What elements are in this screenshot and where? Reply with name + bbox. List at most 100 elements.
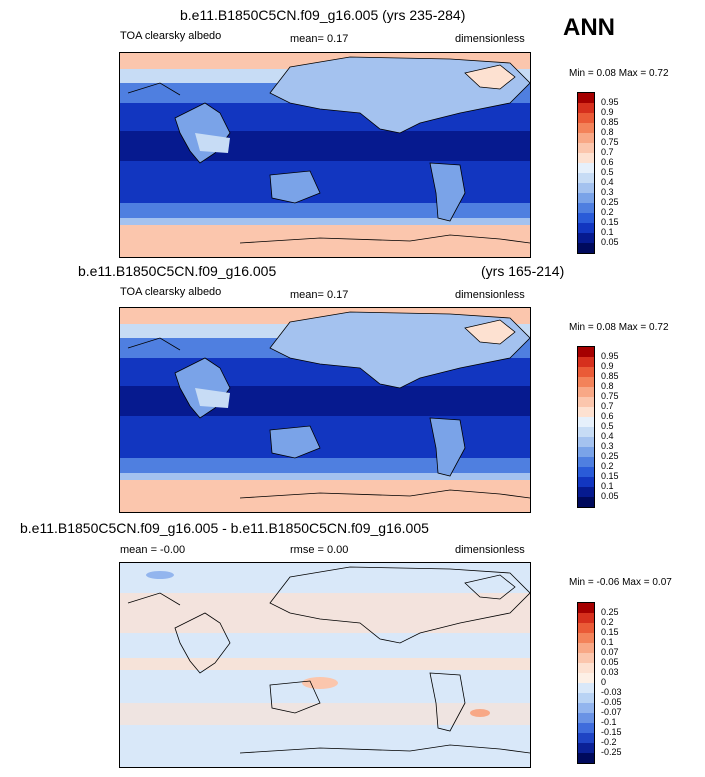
panel3-colorbar-label: 0 bbox=[601, 677, 607, 687]
panel1-colorbar-label: 0.05 bbox=[601, 237, 619, 247]
panel3-colorbar-label: -0.25 bbox=[601, 747, 622, 757]
panel3-colorbar-swatch-5 bbox=[578, 643, 594, 653]
panel2-title: b.e11.B1850C5CN.f09_g16.005 bbox=[78, 263, 277, 279]
panel2-colorbar-label: 0.75 bbox=[601, 391, 619, 401]
panel2-colorbar-label: 0.5 bbox=[601, 421, 614, 431]
panel1-colorbar-swatch-3 bbox=[578, 113, 594, 123]
panel2-colorbar-label: 0.25 bbox=[601, 451, 619, 461]
panel2-colorbar-swatch-10 bbox=[578, 437, 594, 447]
panel1-colorbar-label: 0.25 bbox=[601, 197, 619, 207]
panel3-colorbar-label: -0.05 bbox=[601, 697, 622, 707]
panel1-colorbar-swatch-5 bbox=[578, 133, 594, 143]
panel3-colorbar-swatch-11 bbox=[578, 703, 594, 713]
panel1-variable: TOA clearsky albedo bbox=[120, 30, 222, 42]
panel3-colorbar-swatch-6 bbox=[578, 653, 594, 663]
panel1-colorbar-swatch-16 bbox=[578, 243, 594, 253]
panel1-units: dimensionless bbox=[455, 33, 525, 45]
panel2-colorbar bbox=[577, 346, 595, 508]
panel2-colorbar-swatch-11 bbox=[578, 447, 594, 457]
panel3-colorbar-swatch-8 bbox=[578, 673, 594, 683]
panel1-colorbar-swatch-2 bbox=[578, 103, 594, 113]
panel1-colorbar-label: 0.85 bbox=[601, 117, 619, 127]
panel1-title: b.e11.B1850C5CN.f09_g16.005 (yrs 235-284… bbox=[180, 7, 466, 23]
panel2-colorbar-swatch-2 bbox=[578, 357, 594, 367]
panel1-colorbar-swatch-15 bbox=[578, 233, 594, 243]
panel2-colorbar-swatch-5 bbox=[578, 387, 594, 397]
panel2-map bbox=[119, 307, 531, 513]
panel3-map-svg bbox=[120, 563, 530, 767]
panel1-mean: mean= 0.17 bbox=[290, 33, 349, 45]
panel2-colorbar-label: 0.4 bbox=[601, 431, 614, 441]
panel2-colorbar-swatch-9 bbox=[578, 427, 594, 437]
panel3-colorbar-label: 0.07 bbox=[601, 647, 619, 657]
panel2-colorbar-label: 0.8 bbox=[601, 381, 614, 391]
panel3-map bbox=[119, 562, 531, 768]
panel2-units: dimensionless bbox=[455, 289, 525, 301]
panel1-colorbar-label: 0.9 bbox=[601, 107, 614, 117]
panel2-colorbar-label: 0.2 bbox=[601, 461, 614, 471]
panel2-colorbar-swatch-16 bbox=[578, 497, 594, 507]
panel1-map-svg bbox=[120, 53, 530, 257]
panel2-mean: mean= 0.17 bbox=[290, 289, 349, 301]
panel3-colorbar-label: -0.07 bbox=[601, 707, 622, 717]
panel2-colorbar-swatch-6 bbox=[578, 397, 594, 407]
panel2-colorbar-label: 0.9 bbox=[601, 361, 614, 371]
panel1-colorbar-swatch-11 bbox=[578, 193, 594, 203]
panel2-colorbar-label: 0.05 bbox=[601, 491, 619, 501]
panel3-colorbar-label: 0.2 bbox=[601, 617, 614, 627]
panel1-colorbar-swatch-10 bbox=[578, 183, 594, 193]
panel3-colorbar-label: 0.05 bbox=[601, 657, 619, 667]
panel1-colorbar-swatch-6 bbox=[578, 143, 594, 153]
panel3-colorbar bbox=[577, 602, 595, 764]
panel3-units: dimensionless bbox=[455, 544, 525, 556]
panel3-colorbar-label: -0.2 bbox=[601, 737, 617, 747]
panel2-colorbar-swatch-14 bbox=[578, 477, 594, 487]
panel3-colorbar-label: -0.15 bbox=[601, 727, 622, 737]
panel1-map bbox=[119, 52, 531, 258]
panel2-colorbar-label: 0.1 bbox=[601, 481, 614, 491]
panel2-colorbar-label: 0.15 bbox=[601, 471, 619, 481]
panel3-rmse: rmse = 0.00 bbox=[290, 544, 349, 556]
panel1-colorbar-label: 0.95 bbox=[601, 97, 619, 107]
panel1-colorbar-label: 0.2 bbox=[601, 207, 614, 217]
panel1-minmax: Min = 0.08 Max = 0.72 bbox=[569, 68, 669, 79]
panel3-colorbar-label: -0.1 bbox=[601, 717, 617, 727]
season-label: ANN bbox=[563, 14, 615, 41]
panel2-colorbar-label: 0.6 bbox=[601, 411, 614, 421]
panel3-colorbar-label: 0.15 bbox=[601, 627, 619, 637]
panel2-colorbar-label: 0.7 bbox=[601, 401, 614, 411]
panel2-colorbar-label: 0.85 bbox=[601, 371, 619, 381]
panel2-variable: TOA clearsky albedo bbox=[120, 286, 222, 298]
panel1-colorbar-swatch-12 bbox=[578, 203, 594, 213]
panel1-colorbar-label: 0.3 bbox=[601, 187, 614, 197]
panel1-colorbar-label: 0.6 bbox=[601, 157, 614, 167]
panel3-colorbar-swatch-9 bbox=[578, 683, 594, 693]
panel3-mean: mean = -0.00 bbox=[120, 544, 186, 556]
panel1-colorbar-swatch-7 bbox=[578, 153, 594, 163]
panel3-colorbar-swatch-4 bbox=[578, 633, 594, 643]
panel3-colorbar-swatch-10 bbox=[578, 693, 594, 703]
panel1-colorbar-swatch-14 bbox=[578, 223, 594, 233]
panel1-colorbar-label: 0.4 bbox=[601, 177, 614, 187]
panel1-colorbar-label: 0.8 bbox=[601, 127, 614, 137]
panel3-colorbar-label: 0.1 bbox=[601, 637, 614, 647]
panel3-colorbar-swatch-1 bbox=[578, 603, 594, 613]
panel2-colorbar-swatch-12 bbox=[578, 457, 594, 467]
panel3-colorbar-label: 0.03 bbox=[601, 667, 619, 677]
panel3-title: b.e11.B1850C5CN.f09_g16.005 - b.e11.B185… bbox=[20, 520, 429, 536]
panel1-colorbar-label: 0.75 bbox=[601, 137, 619, 147]
panel2-map-svg bbox=[120, 308, 530, 512]
panel2-colorbar-swatch-7 bbox=[578, 407, 594, 417]
panel3-colorbar-label: 0.25 bbox=[601, 607, 619, 617]
panel1-colorbar-label: 0.5 bbox=[601, 167, 614, 177]
panel3-colorbar-label: -0.03 bbox=[601, 687, 622, 697]
panel3-colorbar-swatch-14 bbox=[578, 733, 594, 743]
panel3-colorbar-swatch-2 bbox=[578, 613, 594, 623]
panel3-colorbar-swatch-15 bbox=[578, 743, 594, 753]
panel2-colorbar-swatch-13 bbox=[578, 467, 594, 477]
panel2-years: (yrs 165-214) bbox=[481, 263, 565, 279]
panel2-colorbar-label: 0.95 bbox=[601, 351, 619, 361]
panel3-colorbar-swatch-16 bbox=[578, 753, 594, 763]
panel2-colorbar-swatch-15 bbox=[578, 487, 594, 497]
panel3-colorbar-swatch-3 bbox=[578, 623, 594, 633]
